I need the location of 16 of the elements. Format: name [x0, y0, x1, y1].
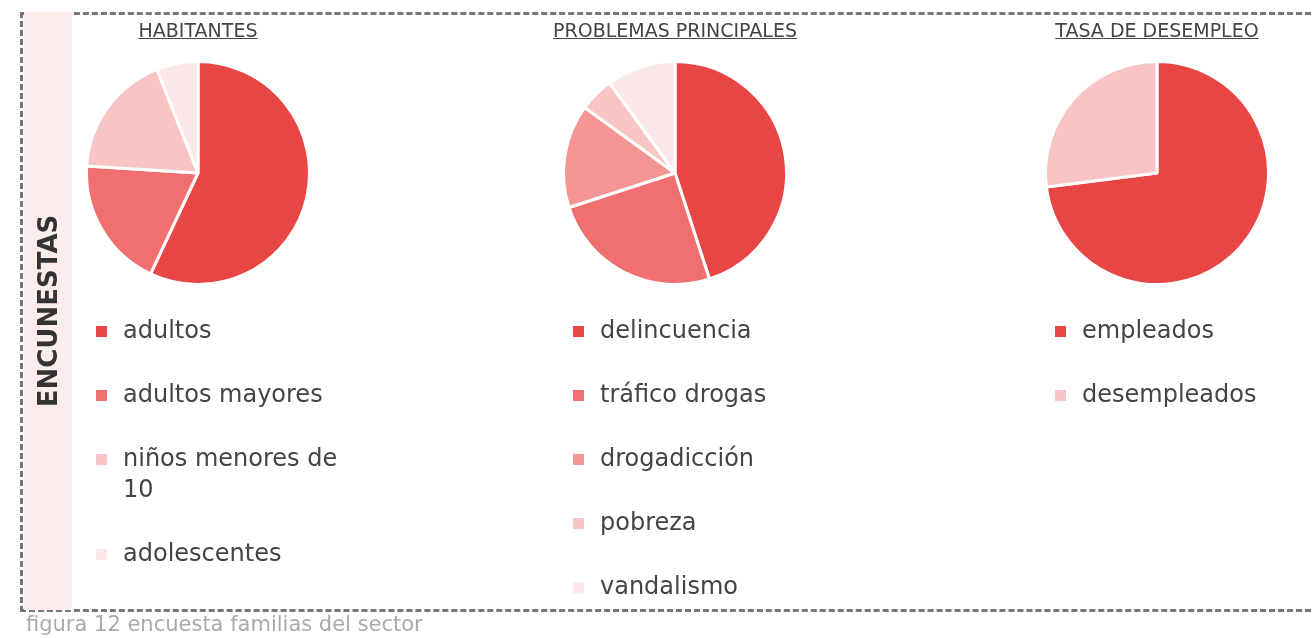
legend-label: niños menores de 10 [122, 443, 339, 505]
legend-label: vandalismo [599, 571, 739, 602]
legend-label: tráfico drogas [599, 379, 768, 410]
legend-label: empleados [1081, 315, 1215, 346]
legend-label: adultos [122, 315, 213, 346]
chart-title: HABITANTES [137, 18, 259, 43]
chart-title: TASA DE DESEMPLEO [1054, 18, 1260, 43]
legend-label: drogadicción [599, 443, 756, 474]
legend-label: delincuencia [599, 315, 753, 346]
chart-title: PROBLEMAS PRINCIPALES [552, 18, 798, 43]
text: ENCUNESTAS [33, 214, 63, 408]
legend-label: pobreza [599, 507, 698, 538]
text: figura 12 encuesta familias del sector [26, 612, 423, 636]
legend-label: adultos mayores [122, 379, 324, 410]
legend-label: desempleados [1081, 379, 1258, 410]
legend-label: adolescentes [122, 538, 283, 569]
